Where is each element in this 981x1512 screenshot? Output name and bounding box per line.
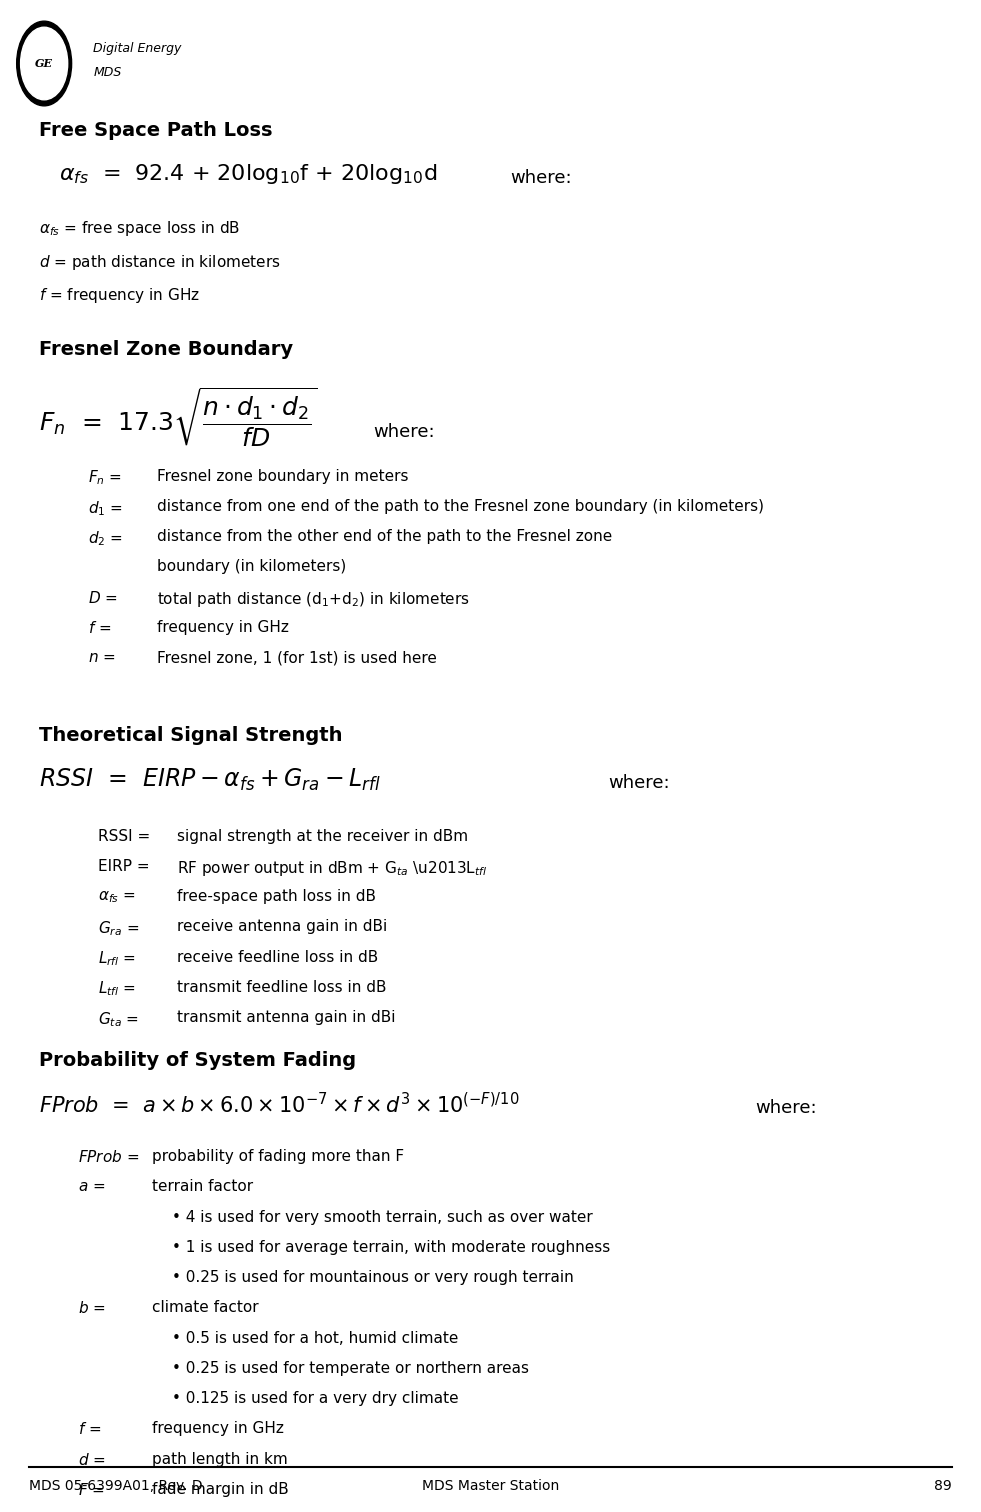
Text: where:: where: bbox=[373, 423, 435, 442]
Text: transmit antenna gain in dBi: transmit antenna gain in dBi bbox=[177, 1010, 395, 1025]
Text: MDS 05-6399A01, Rev. D: MDS 05-6399A01, Rev. D bbox=[29, 1479, 203, 1492]
Text: GE: GE bbox=[35, 57, 53, 70]
Text: $L_{tfl}$ =: $L_{tfl}$ = bbox=[98, 980, 137, 998]
Text: probability of fading more than F: probability of fading more than F bbox=[152, 1149, 404, 1164]
Text: $d_2$ =: $d_2$ = bbox=[88, 529, 125, 547]
Text: MDS Master Station: MDS Master Station bbox=[422, 1479, 559, 1492]
Text: Fresnel zone boundary in meters: Fresnel zone boundary in meters bbox=[157, 469, 408, 484]
Text: terrain factor: terrain factor bbox=[152, 1179, 253, 1194]
Text: total path distance (d$_1$+d$_2$) in kilometers: total path distance (d$_1$+d$_2$) in kil… bbox=[157, 590, 470, 609]
Text: $f$ =: $f$ = bbox=[88, 620, 113, 637]
Circle shape bbox=[17, 21, 72, 106]
Text: free-space path loss in dB: free-space path loss in dB bbox=[177, 889, 376, 904]
Text: 89: 89 bbox=[934, 1479, 952, 1492]
Text: boundary (in kilometers): boundary (in kilometers) bbox=[157, 559, 346, 575]
Text: $f$ = frequency in GHz: $f$ = frequency in GHz bbox=[39, 286, 200, 305]
Text: • 4 is used for very smooth terrain, such as over water: • 4 is used for very smooth terrain, suc… bbox=[172, 1210, 593, 1225]
Text: • 0.5 is used for a hot, humid climate: • 0.5 is used for a hot, humid climate bbox=[172, 1331, 458, 1346]
Text: $b$ =: $b$ = bbox=[78, 1300, 108, 1317]
Text: $n$ =: $n$ = bbox=[88, 650, 118, 665]
Text: fade margin in dB: fade margin in dB bbox=[152, 1482, 288, 1497]
Text: $d$ = path distance in kilometers: $d$ = path distance in kilometers bbox=[39, 253, 281, 272]
Text: frequency in GHz: frequency in GHz bbox=[152, 1421, 284, 1436]
Text: $\alpha_{fs}$  =  92.4 + 20log$_{10}$f + 20log$_{10}$d: $\alpha_{fs}$ = 92.4 + 20log$_{10}$f + 2… bbox=[59, 162, 438, 186]
Text: where:: where: bbox=[608, 774, 670, 792]
Text: transmit feedline loss in dB: transmit feedline loss in dB bbox=[177, 980, 387, 995]
Text: $FProb$  =  $a \times b \times 6.0 \times 10^{-7} \times f \times d^3 \times 10^: $FProb$ = $a \times b \times 6.0 \times … bbox=[39, 1092, 520, 1117]
Text: $\alpha_{fs}$ =: $\alpha_{fs}$ = bbox=[98, 889, 137, 904]
Text: $D$ =: $D$ = bbox=[88, 590, 120, 606]
Text: Digital Energy: Digital Energy bbox=[93, 42, 181, 54]
Text: • 0.25 is used for temperate or northern areas: • 0.25 is used for temperate or northern… bbox=[172, 1361, 529, 1376]
Text: signal strength at the receiver in dBm: signal strength at the receiver in dBm bbox=[177, 829, 468, 844]
Text: Theoretical Signal Strength: Theoretical Signal Strength bbox=[39, 726, 342, 745]
Text: $a$ =: $a$ = bbox=[78, 1179, 108, 1194]
Text: $F$ =: $F$ = bbox=[78, 1482, 107, 1498]
Text: receive antenna gain in dBi: receive antenna gain in dBi bbox=[177, 919, 387, 934]
Text: $f$ =: $f$ = bbox=[78, 1421, 103, 1438]
Text: $G_{ra}$ =: $G_{ra}$ = bbox=[98, 919, 141, 937]
Text: Fresnel Zone Boundary: Fresnel Zone Boundary bbox=[39, 340, 293, 360]
Text: where:: where: bbox=[510, 169, 572, 187]
Text: climate factor: climate factor bbox=[152, 1300, 259, 1315]
Text: receive feedline loss in dB: receive feedline loss in dB bbox=[177, 950, 378, 965]
Text: Probability of System Fading: Probability of System Fading bbox=[39, 1051, 356, 1070]
Circle shape bbox=[21, 27, 68, 100]
Text: $\alpha_{fs}$ = free space loss in dB: $\alpha_{fs}$ = free space loss in dB bbox=[39, 219, 240, 239]
Text: • 1 is used for average terrain, with moderate roughness: • 1 is used for average terrain, with mo… bbox=[172, 1240, 610, 1255]
Text: path length in km: path length in km bbox=[152, 1452, 287, 1467]
Text: Free Space Path Loss: Free Space Path Loss bbox=[39, 121, 273, 141]
Text: RSSI =: RSSI = bbox=[98, 829, 155, 844]
Text: $d_1$ =: $d_1$ = bbox=[88, 499, 125, 517]
Text: $d$ =: $d$ = bbox=[78, 1452, 108, 1468]
Text: Fresnel zone, 1 (for 1st) is used here: Fresnel zone, 1 (for 1st) is used here bbox=[157, 650, 437, 665]
Text: $G_{ta}$ =: $G_{ta}$ = bbox=[98, 1010, 140, 1028]
Text: RF power output in dBm + G$_{ta}$ \u2013L$_{tfl}$: RF power output in dBm + G$_{ta}$ \u2013… bbox=[177, 859, 487, 878]
Text: $RSSI$  =  $EIRP - \alpha_{fs} + G_{ra} - L_{rfl}$: $RSSI$ = $EIRP - \alpha_{fs} + G_{ra} - … bbox=[39, 767, 381, 792]
Text: where:: where: bbox=[755, 1099, 817, 1117]
Text: EIRP =: EIRP = bbox=[98, 859, 155, 874]
Text: $F_n$  =  17.3$\sqrt{\dfrac{n \cdot d_1 \cdot d_2}{fD}}$: $F_n$ = 17.3$\sqrt{\dfrac{n \cdot d_1 \c… bbox=[39, 386, 318, 449]
Text: frequency in GHz: frequency in GHz bbox=[157, 620, 288, 635]
Text: • 0.125 is used for a very dry climate: • 0.125 is used for a very dry climate bbox=[172, 1391, 458, 1406]
Text: • 0.25 is used for mountainous or very rough terrain: • 0.25 is used for mountainous or very r… bbox=[172, 1270, 574, 1285]
Text: distance from one end of the path to the Fresnel zone boundary (in kilometers): distance from one end of the path to the… bbox=[157, 499, 764, 514]
Text: $L_{rfl}$ =: $L_{rfl}$ = bbox=[98, 950, 137, 968]
Text: MDS: MDS bbox=[93, 67, 122, 79]
Text: $F_n$ =: $F_n$ = bbox=[88, 469, 124, 487]
Text: $FProb$ =: $FProb$ = bbox=[78, 1149, 141, 1166]
Text: distance from the other end of the path to the Fresnel zone: distance from the other end of the path … bbox=[157, 529, 612, 544]
